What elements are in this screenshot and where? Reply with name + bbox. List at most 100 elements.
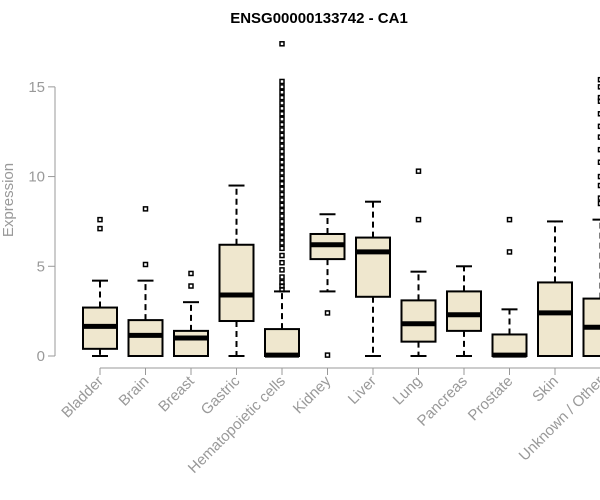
outlier-point xyxy=(597,94,600,101)
box-group xyxy=(264,41,300,358)
outlier-point xyxy=(279,180,285,187)
outlier-point xyxy=(415,168,422,174)
outlier-point xyxy=(279,89,285,95)
outlier-point xyxy=(97,216,103,223)
box-iqr xyxy=(264,328,300,358)
outlier-point xyxy=(597,84,600,90)
outlier-point xyxy=(279,175,285,182)
y-axis-label: Expression xyxy=(0,163,17,237)
outlier-point xyxy=(597,159,600,165)
outlier-point xyxy=(324,352,331,358)
outlier-point xyxy=(279,159,285,165)
box-iqr xyxy=(446,290,482,332)
outlier-point xyxy=(279,245,285,252)
outlier-point xyxy=(188,283,194,289)
outlier-point xyxy=(279,41,285,47)
boxes xyxy=(82,41,600,358)
outlier-point xyxy=(279,105,285,112)
outlier-point xyxy=(279,191,285,198)
outlier-point xyxy=(279,207,285,214)
outlier-point xyxy=(279,186,285,192)
box-group xyxy=(173,270,209,358)
y-tick-label: 5 xyxy=(37,258,45,275)
x-tick-label: Pancreas xyxy=(414,373,471,430)
box-group xyxy=(582,76,600,357)
box-iqr xyxy=(173,329,209,358)
box-iqr xyxy=(355,236,391,298)
box-iqr xyxy=(218,243,255,323)
outlier-point xyxy=(279,274,285,280)
y-tick-label: 10 xyxy=(28,169,45,186)
outlier-point xyxy=(279,132,285,139)
outlier-point xyxy=(142,206,149,212)
outlier-point xyxy=(506,249,513,255)
box-group xyxy=(355,200,391,357)
x-tick-label: Breast xyxy=(155,372,198,415)
outlier-point xyxy=(279,279,285,286)
box-group xyxy=(491,216,528,358)
outlier-point xyxy=(279,154,285,160)
outlier-point xyxy=(597,111,600,117)
box-iqr xyxy=(127,319,164,358)
outlier-point xyxy=(279,116,285,122)
outlier-point xyxy=(279,259,285,266)
outlier-point xyxy=(97,225,103,232)
box-group xyxy=(82,216,118,357)
outlier-point xyxy=(597,146,600,153)
outlier-point xyxy=(597,200,600,207)
outlier-point xyxy=(279,229,285,235)
box-group xyxy=(537,220,573,358)
box-group xyxy=(446,265,482,357)
x-tick-label: Brain xyxy=(116,373,153,410)
outlier-point xyxy=(279,84,285,90)
outlier-point xyxy=(597,182,600,189)
outlier-point xyxy=(279,202,285,209)
outlier-point xyxy=(597,173,600,180)
y-tick-label: 15 xyxy=(28,79,45,96)
outlier-point xyxy=(279,137,285,144)
outlier-point xyxy=(279,164,285,171)
outlier-point xyxy=(279,111,285,117)
outlier-point xyxy=(279,218,285,225)
chart-title: ENSG00000133742 - CA1 xyxy=(230,10,408,27)
x-tick-label: Liver xyxy=(345,373,380,408)
outlier-point xyxy=(142,261,149,268)
outlier-point xyxy=(279,252,285,259)
outlier-point xyxy=(279,213,285,219)
outlier-point xyxy=(279,100,285,106)
outlier-point xyxy=(597,98,600,104)
y-tick-label: 0 xyxy=(37,348,45,365)
x-tick-label: Prostate xyxy=(465,373,517,425)
outlier-point xyxy=(279,267,285,273)
outlier-point xyxy=(279,148,285,155)
box-group xyxy=(309,213,346,358)
outlier-point xyxy=(279,197,285,203)
outlier-point xyxy=(279,78,285,85)
outlier-point xyxy=(279,127,285,133)
x-tick-label: Kidney xyxy=(290,372,335,417)
axes: 0 5 10 15 xyxy=(28,79,600,375)
outlier-point xyxy=(279,121,285,128)
outlier-point xyxy=(279,143,285,149)
box-group xyxy=(218,184,255,357)
outlier-point xyxy=(597,123,600,130)
x-tick-label: Skin xyxy=(529,373,562,406)
outlier-point xyxy=(597,195,600,201)
outlier-point xyxy=(597,76,600,83)
outlier-point xyxy=(597,134,600,140)
x-tick-label: Bladder xyxy=(58,373,107,422)
outlier-point xyxy=(279,240,285,246)
box-iqr xyxy=(537,281,573,358)
outlier-point xyxy=(279,234,285,241)
outlier-point xyxy=(279,224,285,230)
outlier-point xyxy=(279,94,285,101)
box-iqr xyxy=(400,299,437,343)
outlier-point xyxy=(506,216,513,223)
outlier-point xyxy=(324,310,331,316)
outlier-point xyxy=(279,170,285,176)
outlier-point xyxy=(188,270,194,277)
outlier-point xyxy=(415,216,422,223)
box-group xyxy=(400,168,437,357)
